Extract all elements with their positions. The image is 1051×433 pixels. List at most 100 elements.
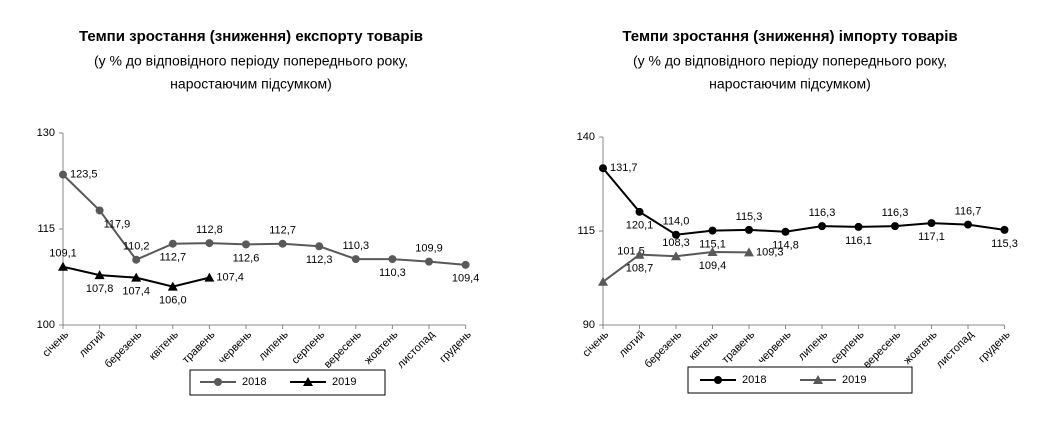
data-label: 107,4 [216, 272, 244, 284]
data-label: 108,7 [626, 263, 654, 275]
point [315, 242, 324, 251]
point [205, 239, 214, 248]
chart-subtitle: (у % до відповідного періоду попередньог… [633, 53, 947, 69]
x-tick-label: червень [216, 329, 254, 367]
point [744, 247, 754, 257]
x-tick-label: лютий [617, 329, 648, 360]
y-tick-label: 90 [583, 319, 595, 331]
point [813, 375, 823, 384]
point [278, 239, 287, 248]
series-line [602, 167, 1005, 236]
point [59, 170, 67, 179]
data-label: 117,9 [104, 218, 131, 230]
chart-subtitle: наростаючим підсумком) [709, 76, 871, 92]
point [131, 272, 142, 282]
data-label: 116,3 [809, 207, 836, 219]
point [1000, 225, 1009, 234]
point [303, 377, 313, 386]
point [891, 222, 899, 231]
x-tick-label: вересень [861, 329, 903, 371]
data-label: 123,5 [70, 169, 98, 181]
data-label: 109,4 [699, 260, 727, 272]
legend-label: 2018 [742, 374, 766, 386]
series-line [62, 173, 466, 266]
data-label: 109,9 [415, 243, 443, 255]
data-label: 106,0 [159, 295, 187, 307]
x-tick-label: листопад [934, 328, 977, 371]
data-label: 117,1 [918, 231, 945, 243]
point [854, 222, 863, 231]
x-tick-label: січень [40, 329, 71, 360]
x-tick-label: травень [180, 329, 218, 367]
x-tick-label: серпень [289, 329, 327, 367]
point [745, 225, 753, 234]
x-tick-label: грудень [437, 329, 474, 366]
y-tick-label: 130 [37, 127, 55, 139]
y-tick-label: 140 [577, 131, 595, 143]
x-tick-label: квітень [687, 329, 721, 363]
x-tick-label: липень [796, 329, 830, 363]
data-label: 107,4 [122, 286, 150, 298]
point [461, 260, 470, 269]
data-label: 112,8 [196, 224, 223, 236]
x-tick-label: квітень [147, 329, 181, 363]
point [708, 226, 717, 235]
y-tick-label: 115 [577, 225, 595, 237]
point [671, 251, 681, 261]
x-tick-label: листопад [395, 328, 438, 371]
data-label: 115,3 [736, 211, 763, 223]
x-tick-label: грудень [976, 329, 1013, 366]
chart-subtitle: наростаючим підсумком) [170, 76, 332, 92]
point [132, 255, 141, 264]
data-label: 109,1 [49, 248, 77, 260]
y-tick-label: 100 [37, 319, 55, 331]
point [672, 230, 680, 239]
point [58, 261, 68, 271]
point [714, 376, 722, 384]
data-label: 116,3 [882, 207, 909, 219]
legend-box [687, 366, 913, 394]
data-label: 131,7 [610, 162, 638, 174]
data-label: 108,3 [662, 237, 690, 249]
point [634, 249, 645, 259]
point [214, 378, 222, 386]
data-label: 109,4 [452, 273, 480, 285]
point [168, 239, 177, 248]
point [95, 206, 104, 215]
data-label: 110,2 [123, 241, 150, 253]
data-label: 115,3 [991, 238, 1018, 250]
data-label: 114,0 [663, 216, 690, 228]
point [707, 247, 718, 257]
data-label: 112,6 [233, 252, 260, 264]
data-label: 120,1 [626, 220, 654, 232]
x-tick-label: лютий [77, 329, 108, 360]
x-tick-label: травень [720, 329, 758, 367]
point [598, 276, 608, 286]
legend-label: 2018 [242, 376, 266, 388]
point [204, 272, 215, 282]
x-tick-label: січень [580, 329, 611, 360]
point [635, 207, 644, 216]
point [781, 227, 790, 236]
x-tick-label: березень [642, 329, 684, 371]
data-label: 115,1 [699, 239, 726, 251]
x-tick-label: березень [103, 329, 145, 371]
chart-title: Темпи зростання (зниження) імпорту товар… [622, 28, 957, 45]
point [964, 220, 972, 229]
point [927, 219, 936, 228]
chart-title: Темпи зростання (зниження) експорту това… [79, 28, 423, 45]
data-label: 110,3 [342, 240, 369, 252]
point [599, 164, 607, 173]
point [425, 257, 433, 266]
data-label: 112,3 [306, 254, 333, 266]
data-label: 107,8 [86, 283, 114, 295]
x-tick-label: липень [257, 329, 291, 363]
y-tick-label: 115 [37, 223, 55, 235]
legend-label: 2019 [842, 374, 866, 386]
data-label: 109,3 [756, 246, 784, 258]
point [351, 255, 360, 264]
point [242, 240, 250, 249]
x-tick-label: червень [756, 329, 794, 367]
point [167, 281, 178, 291]
